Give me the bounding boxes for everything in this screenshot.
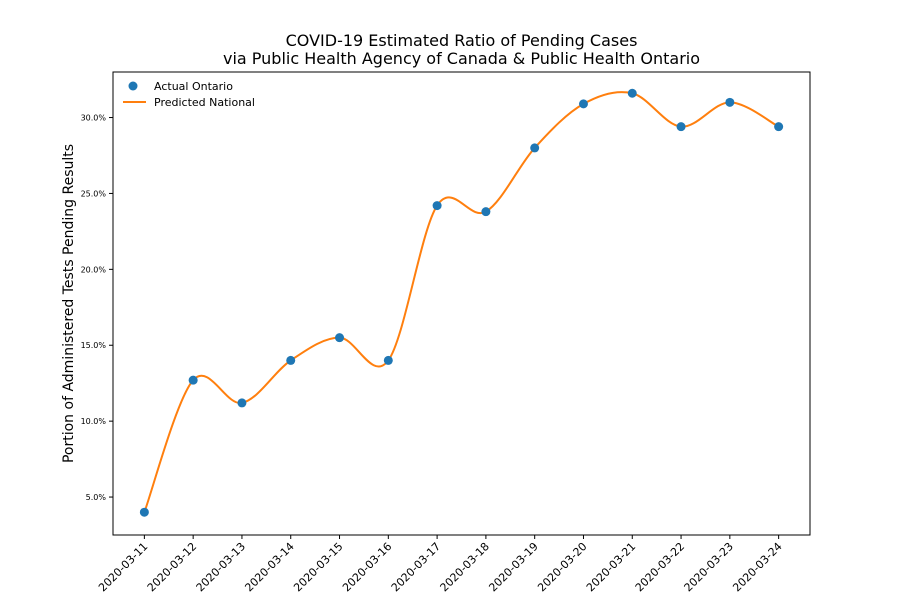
data-point-actual-ontario — [530, 143, 540, 153]
data-point-actual-ontario — [481, 207, 491, 217]
x-tick-label: 2020-03-22 — [633, 540, 687, 594]
data-point-actual-ontario — [237, 398, 247, 408]
y-tick-label: 10.0% — [81, 417, 107, 426]
legend: Actual Ontario Predicted National — [123, 80, 255, 109]
data-point-actual-ontario — [335, 333, 345, 343]
x-tick-label: 2020-03-11 — [96, 540, 150, 594]
y-tick-label: 20.0% — [81, 265, 107, 274]
x-tick-label: 2020-03-14 — [242, 540, 296, 594]
data-point-actual-ontario — [676, 122, 686, 132]
x-tick-label: 2020-03-16 — [340, 540, 394, 594]
chart-title-line-1: COVID-19 Estimated Ratio of Pending Case… — [286, 31, 638, 50]
x-tick-label: 2020-03-18 — [438, 540, 492, 594]
x-tick-label: 2020-03-21 — [584, 540, 638, 594]
x-tick-label: 2020-03-13 — [194, 540, 248, 594]
legend-marker-actual-ontario — [128, 81, 138, 91]
x-tick-label: 2020-03-19 — [486, 540, 540, 594]
legend-label-actual-ontario: Actual Ontario — [154, 80, 233, 93]
x-tick-label: 2020-03-23 — [682, 540, 736, 594]
plot-frame — [112, 71, 811, 536]
x-tick-label: 2020-03-12 — [145, 540, 199, 594]
data-point-actual-ontario — [627, 88, 637, 98]
x-tick-label: 2020-03-15 — [291, 540, 345, 594]
data-point-actual-ontario — [725, 97, 735, 107]
y-axis-label: Portion of Administered Tests Pending Re… — [61, 144, 77, 463]
data-point-actual-ontario — [774, 122, 784, 132]
data-point-actual-ontario — [432, 201, 442, 211]
y-tick-label: 15.0% — [81, 341, 107, 350]
plot-area: 5.0%10.0%15.0%20.0%25.0%30.0%2020-03-112… — [81, 71, 811, 594]
data-point-actual-ontario — [139, 507, 149, 517]
y-tick-label: 5.0% — [86, 493, 107, 502]
chart-title-line-2: via Public Health Agency of Canada & Pub… — [223, 49, 700, 68]
data-point-actual-ontario — [383, 355, 393, 365]
y-tick-label: 25.0% — [81, 189, 107, 198]
y-tick-label: 30.0% — [81, 114, 107, 123]
x-tick-label: 2020-03-17 — [389, 540, 443, 594]
data-point-actual-ontario — [188, 375, 198, 385]
x-tick-label: 2020-03-20 — [535, 540, 589, 594]
series-line-predicted-national — [143, 91, 780, 513]
data-point-actual-ontario — [286, 355, 296, 365]
data-point-actual-ontario — [578, 99, 588, 109]
legend-label-predicted-national: Predicted National — [154, 96, 255, 109]
x-tick-label: 2020-03-24 — [730, 540, 784, 594]
